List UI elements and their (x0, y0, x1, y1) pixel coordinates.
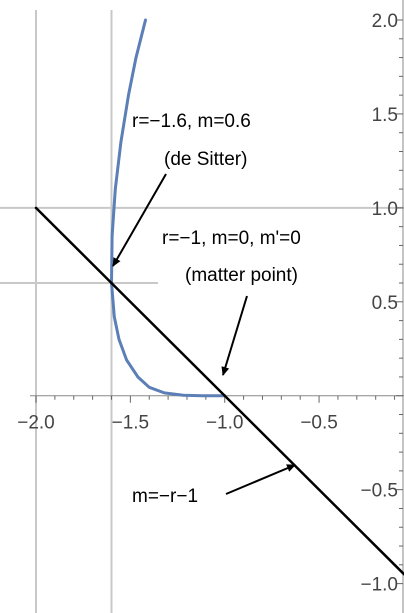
gridlines (0, 10, 404, 613)
series-curve (110, 18, 227, 398)
annotation-desitter-arrow (112, 173, 167, 267)
annotation-line-text: m=−r−1 (132, 486, 198, 507)
y-tick-label: 0.5 (372, 293, 398, 314)
annotation-matter-line1: r=−1, m=0, m'=0 (162, 228, 301, 249)
y-tick-label: −0.5 (360, 481, 398, 502)
annotation-matter-arrow (221, 295, 248, 376)
x-tick-label: −1.5 (112, 413, 150, 434)
annotations-layer: r=−1.6, m=0.6 (de Sitter) r=−1, m=0, m'=… (112, 111, 354, 507)
annotation-line: m=−r−1 (132, 464, 296, 507)
annotation-line-arrow (225, 464, 296, 495)
annotation-matter-line2: (matter point) (185, 265, 298, 286)
x-tick-label: −2.0 (17, 413, 55, 434)
annotation-matter: r=−1, m=0, m'=0 (matter point) (158, 223, 354, 376)
series-layer (34, 18, 404, 576)
y-tick-label: 1.0 (372, 199, 398, 220)
annotation-matter-bg (158, 223, 354, 291)
y-tick-label: −1.0 (360, 575, 398, 596)
series-line (34, 206, 404, 576)
annotation-desitter-line1: r=−1.6, m=0.6 (132, 111, 251, 132)
y-tick-label: 2.0 (372, 11, 398, 32)
tick-marks (35, 19, 403, 585)
y-tick-label: 1.5 (372, 105, 398, 126)
annotation-desitter-line2: (de Sitter) (164, 149, 247, 170)
axes (30, 0, 404, 613)
x-tick-label: −0.5 (300, 413, 338, 434)
x-tick-label: −1.0 (206, 413, 244, 434)
annotation-desitter: r=−1.6, m=0.6 (de Sitter) (112, 111, 251, 267)
tick-labels-layer: −2.0 −1.5 −1.0 −0.5 0.5 1.0 1.5 2.0 −0.5 −1.0 (17, 11, 398, 596)
